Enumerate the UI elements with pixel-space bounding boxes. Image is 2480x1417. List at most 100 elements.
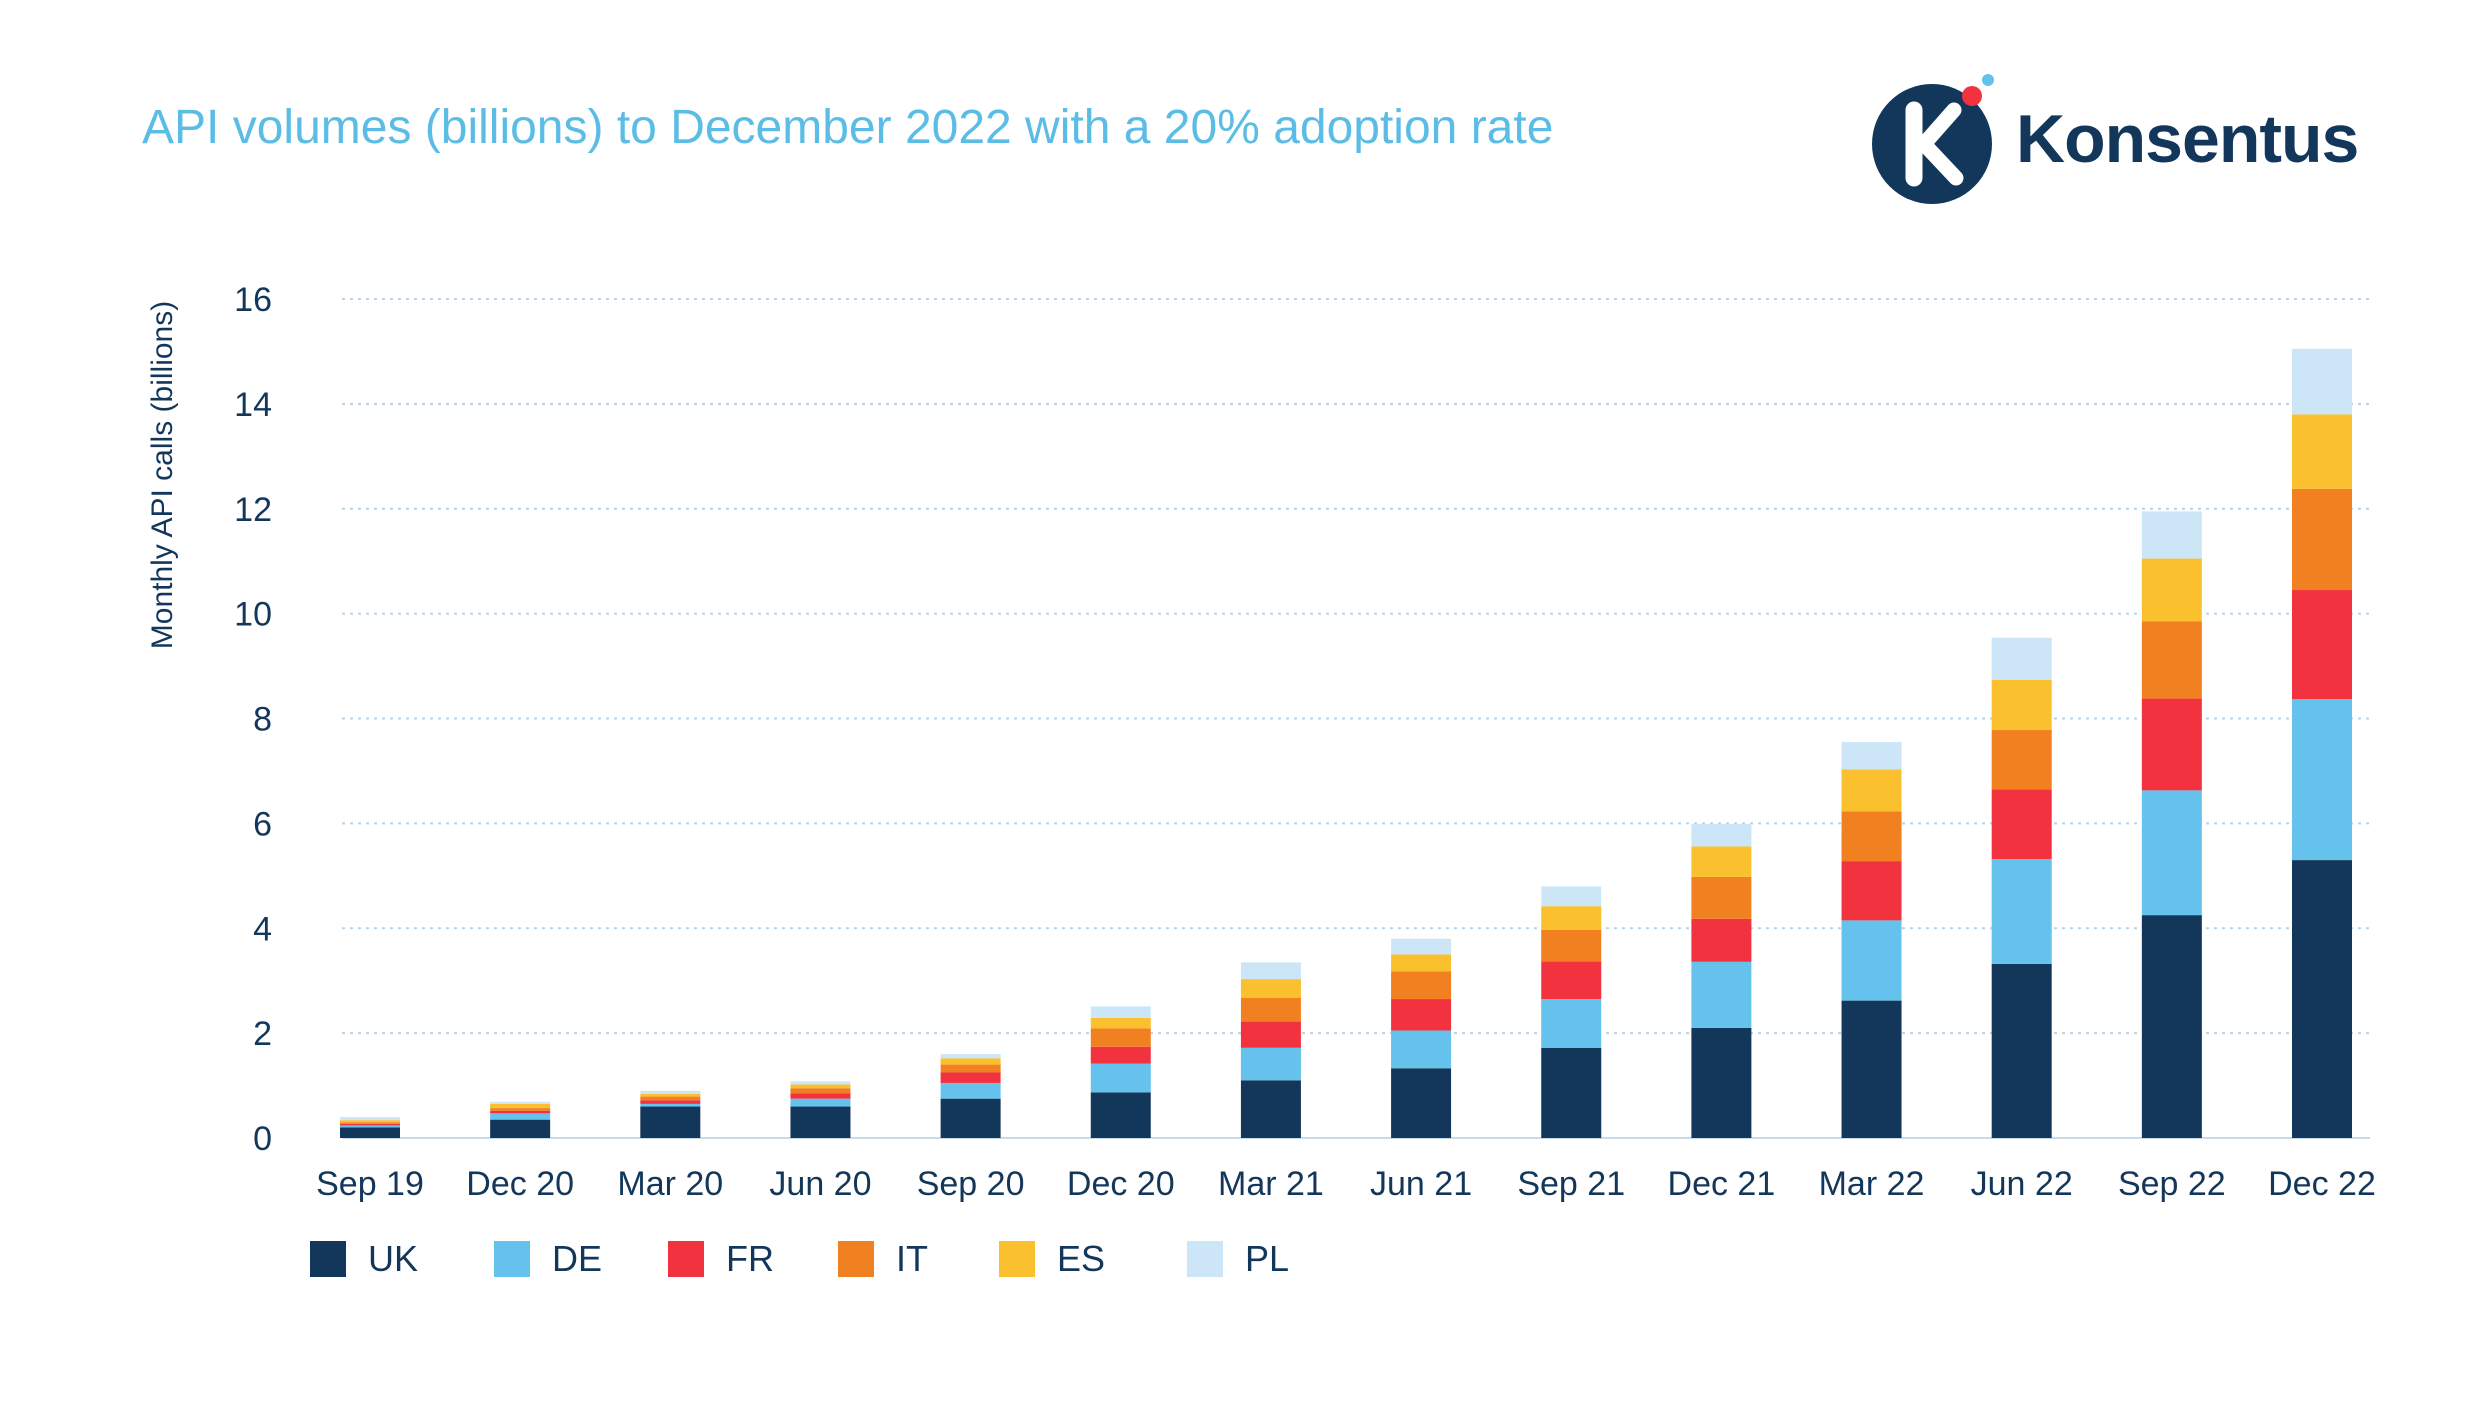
- bar-segment-pl: [1841, 742, 1902, 770]
- y-tick-label: 2: [253, 1015, 272, 1053]
- bar-segment-es: [1391, 954, 1452, 972]
- bar-segment-it: [490, 1108, 551, 1111]
- x-tick-label: Jun 22: [1971, 1165, 2073, 1203]
- legend-swatch: [999, 1241, 1035, 1277]
- legend-label: UK: [368, 1238, 419, 1279]
- y-tick-label: 10: [234, 596, 272, 634]
- bar-segment-de: [1090, 1063, 1151, 1093]
- x-tick-label: Jun 20: [769, 1165, 871, 1203]
- legend-label: DE: [552, 1238, 603, 1279]
- x-tick-label: Dec 20: [1067, 1165, 1175, 1203]
- bar-segment-de: [1240, 1047, 1301, 1081]
- bar-segment-pl: [940, 1054, 1001, 1059]
- x-tick-label: Mar 22: [1819, 1165, 1925, 1203]
- bar-segment-de: [1541, 999, 1602, 1048]
- konsentus-wordmark: Konsentus: [2016, 101, 2359, 177]
- y-tick-label: 6: [253, 805, 272, 843]
- x-axis-ticks: Sep 19 Dec 20 Mar 20 Jun 20 Sep 20 Dec 20 Mar …: [316, 1165, 2376, 1203]
- bar-segment-it: [1691, 876, 1752, 919]
- bar-segment-uk: [790, 1106, 851, 1138]
- legend-label: FR: [726, 1238, 774, 1279]
- bar-segment-it: [2141, 621, 2202, 699]
- y-tick-label: 8: [253, 701, 272, 739]
- bar-segment-fr: [640, 1100, 701, 1104]
- x-tick-label: Sep 19: [316, 1165, 424, 1203]
- bar-segment-es: [940, 1058, 1001, 1065]
- bar-segment-uk: [1090, 1092, 1151, 1138]
- bar-segment-fr: [2292, 590, 2352, 700]
- bar-segment-it: [1991, 730, 2052, 790]
- bar-segment-es: [1240, 979, 1301, 998]
- bar-segment-fr: [1691, 918, 1752, 962]
- bar-segment-uk: [340, 1127, 400, 1138]
- bar-segment-pl: [1541, 886, 1602, 907]
- bar-segment-pl: [2141, 511, 2202, 559]
- bar-segment-fr: [1090, 1046, 1151, 1064]
- bar-segment-fr: [490, 1110, 551, 1114]
- bar-segment-it: [790, 1088, 851, 1094]
- bar-segment-es: [2141, 558, 2202, 622]
- chart-title: API volumes (billions) to December 2022 …: [142, 101, 1554, 154]
- bar-segment-uk: [1691, 1027, 1752, 1138]
- bar-segment-it: [1090, 1028, 1151, 1047]
- bar-segment-de: [640, 1103, 701, 1107]
- x-tick-label: Sep 22: [2118, 1165, 2226, 1203]
- bar-segment-it: [1541, 929, 1602, 962]
- x-tick-label: Dec 21: [1668, 1165, 1776, 1203]
- legend-swatch: [1187, 1241, 1223, 1277]
- bar-segment-it: [340, 1122, 400, 1124]
- bar-segment-fr: [1240, 1021, 1301, 1048]
- bar-segment-fr: [1541, 961, 1602, 1000]
- bar-segment-uk: [2141, 915, 2202, 1138]
- bar-segment-de: [1841, 920, 1902, 1001]
- bar-segment-de: [340, 1125, 400, 1128]
- x-tick-label: Jun 21: [1370, 1165, 1472, 1203]
- y-tick-label: 12: [234, 491, 272, 529]
- bar-segment-uk: [1841, 1000, 1902, 1138]
- bar-segment-pl: [340, 1117, 400, 1121]
- bar-segment-pl: [1991, 637, 2052, 680]
- legend-swatch: [838, 1241, 874, 1277]
- bar-segment-fr: [1841, 861, 1902, 921]
- bar-segment-es: [1691, 846, 1752, 877]
- legend-label: ES: [1057, 1238, 1106, 1279]
- bar-segment-it: [1240, 997, 1301, 1022]
- bar-segment-pl: [1240, 962, 1301, 980]
- bar-segment-de: [2292, 699, 2352, 861]
- y-tick-label: 0: [253, 1120, 272, 1158]
- bar-segment-pl: [640, 1090, 701, 1094]
- y-tick-label: 16: [234, 281, 272, 319]
- bar-segment-it: [940, 1064, 1001, 1073]
- y-axis-label: Monthly API calls (billions): [146, 301, 179, 649]
- bar-segment-fr: [340, 1123, 400, 1126]
- y-axis-ticks: 0 2 4 6 8 10 12 14 16: [234, 281, 272, 1158]
- bar-segment-es: [1541, 906, 1602, 930]
- bar-segment-uk: [640, 1106, 701, 1138]
- konsentus-logo: [1872, 74, 1994, 204]
- y-tick-label: 4: [253, 910, 272, 948]
- bar-segment-de: [1691, 961, 1752, 1028]
- bar-segment-es: [1090, 1017, 1151, 1029]
- bar-segment-fr: [1391, 999, 1452, 1031]
- legend-swatch: [668, 1241, 704, 1277]
- bar-segment-de: [490, 1113, 551, 1120]
- bar-segment-pl: [790, 1081, 851, 1085]
- bar-segment-es: [340, 1120, 400, 1123]
- bar-segment-es: [790, 1084, 851, 1089]
- bar-segment-fr: [790, 1093, 851, 1099]
- bar-segment-pl: [1090, 1006, 1151, 1018]
- bar-segment-pl: [1391, 938, 1452, 955]
- bar-segment-es: [640, 1093, 701, 1097]
- gridlines: [342, 298, 2370, 1139]
- bar-segment-pl: [490, 1101, 551, 1104]
- legend-label: PL: [1245, 1238, 1290, 1279]
- bar-segment-de: [1391, 1030, 1452, 1069]
- bar-segment-it: [1391, 971, 1452, 1000]
- bar-segment-es: [490, 1103, 551, 1109]
- bar-segment-it: [1841, 811, 1902, 862]
- bar-segment-uk: [1240, 1080, 1301, 1138]
- x-tick-label: Sep 21: [1517, 1165, 1625, 1203]
- bar-segment-fr: [940, 1072, 1001, 1083]
- legend-label: IT: [896, 1238, 928, 1279]
